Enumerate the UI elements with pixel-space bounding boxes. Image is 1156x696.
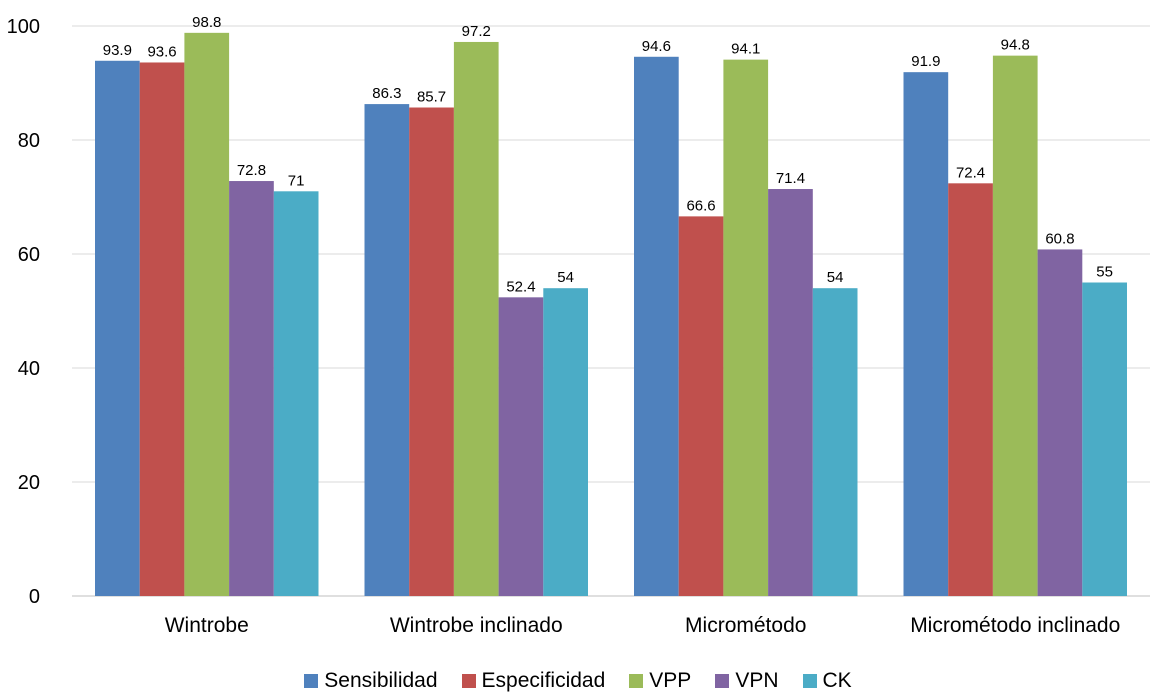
bar-vpn [1037,249,1083,596]
data-label: 66.6 [686,197,715,214]
legend-label: VPP [649,669,692,692]
y-axis-ticks: 0 20 40 60 80 100 [7,16,40,608]
bar-ck [812,288,858,596]
legend-item-ck: CK [802,669,852,693]
bar-vpp [723,59,769,596]
bar-sensibilidad [634,56,679,596]
legend-item-especificidad: Especificidad [461,669,606,693]
data-labels: 93.9 93.6 98.8 72.8 71 86.3 85.7 97.2 52.4 54 94.6… [103,14,1113,295]
bar-vpn [498,297,544,596]
data-label: 93.6 [147,43,176,60]
bar-vpn [768,189,813,596]
data-label: 94.6 [642,38,671,55]
data-label: 97.2 [462,23,491,40]
data-label: 94.8 [1001,37,1030,54]
data-label: 85.7 [417,89,446,106]
data-label: 94.1 [731,41,760,58]
y-tick-label: 40 [18,358,40,380]
data-label: 60.8 [1045,230,1074,247]
bar-vpp [184,32,230,596]
legend-swatch [802,674,817,688]
data-label: 54 [557,269,574,286]
legend-label: CK [822,669,852,692]
bar-sensibilidad [903,72,949,597]
data-label: 71 [288,172,305,189]
data-label: 72.4 [956,164,985,181]
bar-ck [1082,282,1127,596]
x-axis-categories: Wintrobe Wintrobe inclinado Micrométodo Mic… [165,614,1121,637]
y-tick-label: 0 [29,586,40,608]
category-label: Micrométodo [685,614,806,637]
data-label: 55 [1096,264,1113,281]
bar-vpp [992,55,1038,596]
bar-especificidad [139,62,185,597]
data-label: 86.3 [372,85,401,102]
y-tick-label: 60 [18,244,40,266]
legend-swatch [304,674,319,688]
legend-label: VPN [735,669,779,692]
data-label: 72.8 [237,162,266,179]
bar-especificidad [678,216,724,596]
bar-sensibilidad [95,60,140,596]
data-label: 93.9 [103,42,132,59]
bar-ck [273,191,319,597]
y-tick-label: 80 [18,130,40,152]
legend: Sensibilidad Especificidad VPP VPN CK [0,666,1156,696]
bar-especificidad [948,183,993,596]
category-label: Micrométodo inclinado [910,614,1120,637]
data-label: 52.4 [506,278,535,295]
legend-swatch [715,674,730,688]
data-label: 54 [827,269,844,286]
data-label: 98.8 [192,14,221,31]
legend-item-vpn: VPN [715,669,779,693]
bar-ck [543,288,588,596]
y-tick-label: 20 [18,472,40,494]
bar-vpp [453,41,499,596]
data-label: 71.4 [776,170,805,187]
bar-especificidad [409,107,454,596]
legend-swatch [461,674,476,688]
data-label: 91.9 [911,53,940,70]
bar-vpn [229,181,274,597]
category-label: Wintrobe [165,614,249,637]
legend-label: Sensibilidad [324,669,438,692]
bar-sensibilidad [364,104,410,596]
legend-label: Especificidad [481,669,606,692]
legend-swatch [629,674,644,688]
bars [95,32,1127,597]
category-label: Wintrobe inclinado [390,614,563,637]
legend-item-vpp: VPP [629,669,691,693]
legend-item-sensibilidad: Sensibilidad [304,669,438,693]
y-tick-label: 100 [7,16,40,38]
